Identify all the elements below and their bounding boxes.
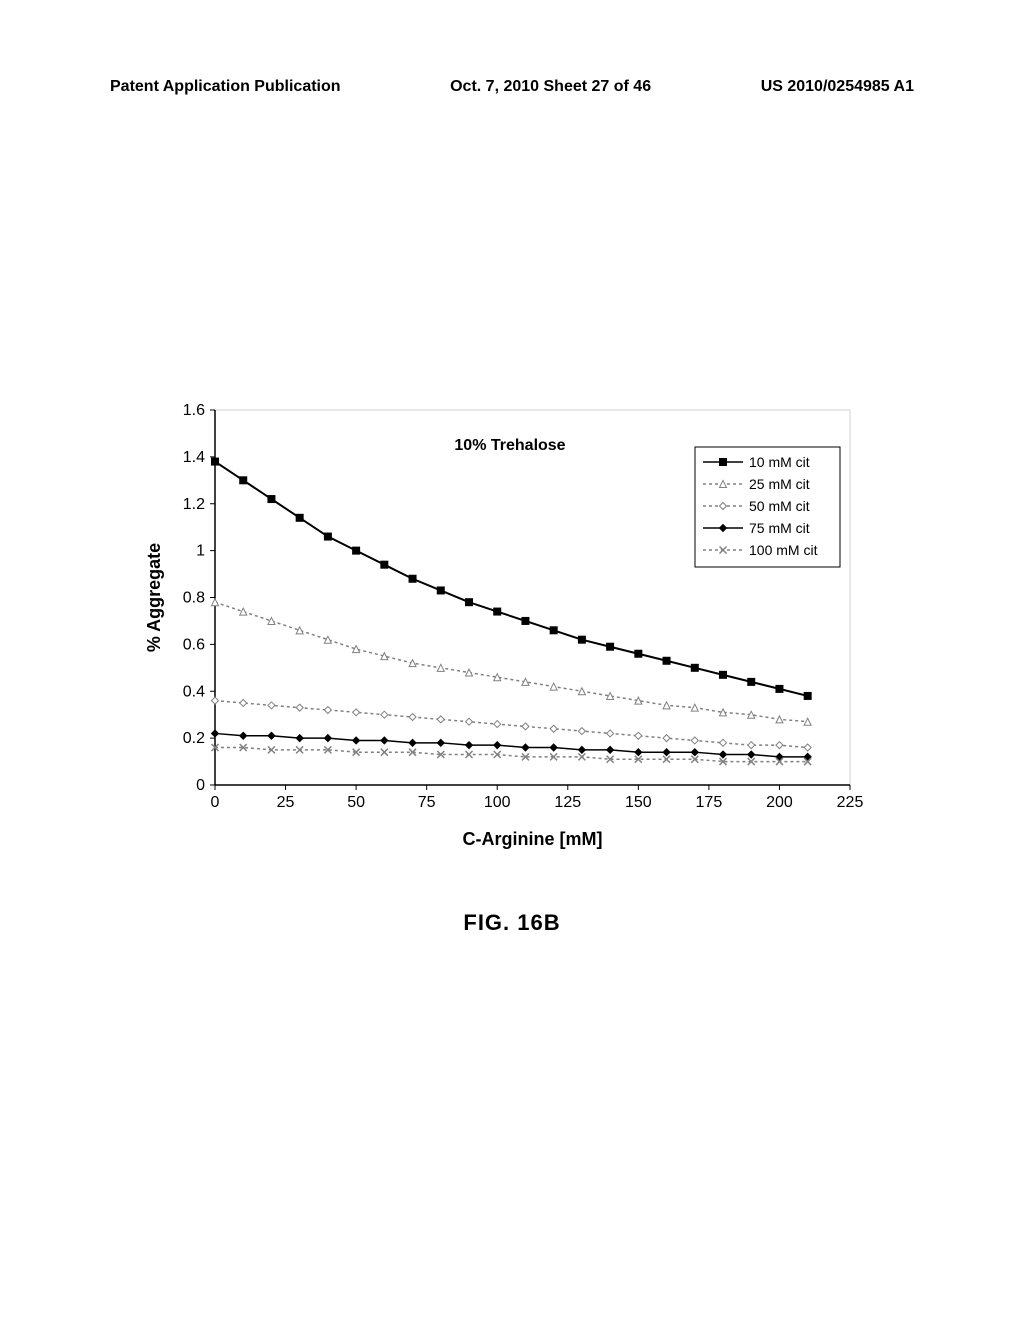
svg-text:125: 125 bbox=[554, 794, 581, 811]
svg-text:1.2: 1.2 bbox=[183, 496, 205, 513]
svg-text:0.2: 0.2 bbox=[183, 730, 205, 747]
svg-text:1.6: 1.6 bbox=[183, 402, 205, 419]
svg-text:1.4: 1.4 bbox=[183, 449, 205, 466]
page-header: Patent Application Publication Oct. 7, 2… bbox=[0, 78, 1024, 96]
svg-text:25: 25 bbox=[277, 794, 295, 811]
svg-text:1: 1 bbox=[196, 543, 205, 560]
svg-text:50 mM cit: 50 mM cit bbox=[749, 498, 810, 514]
svg-text:100: 100 bbox=[484, 794, 511, 811]
header-right: US 2010/0254985 A1 bbox=[761, 78, 914, 96]
svg-text:0.6: 0.6 bbox=[183, 636, 205, 653]
svg-text:225: 225 bbox=[837, 794, 864, 811]
svg-text:10% Trehalose: 10% Trehalose bbox=[454, 437, 565, 454]
svg-text:75: 75 bbox=[418, 794, 436, 811]
svg-text:% Aggregate: % Aggregate bbox=[144, 543, 164, 652]
aggregate-chart: 0 0.2 0.4 0.6 0.8 1 1.2 1.4 1.6 0 25 50 75 100 125 150 1… bbox=[140, 395, 870, 855]
svg-text:0: 0 bbox=[211, 794, 220, 811]
svg-text:0.8: 0.8 bbox=[183, 590, 205, 607]
svg-text:75 mM cit: 75 mM cit bbox=[749, 520, 810, 536]
svg-text:0.4: 0.4 bbox=[183, 683, 205, 700]
svg-text:175: 175 bbox=[696, 794, 723, 811]
svg-text:C-Arginine [mM]: C-Arginine [mM] bbox=[463, 829, 603, 849]
header-left: Patent Application Publication bbox=[110, 78, 341, 96]
header-center: Oct. 7, 2010 Sheet 27 of 46 bbox=[450, 78, 651, 96]
svg-text:0: 0 bbox=[196, 777, 205, 794]
svg-text:50: 50 bbox=[347, 794, 365, 811]
svg-text:150: 150 bbox=[625, 794, 652, 811]
svg-text:200: 200 bbox=[766, 794, 793, 811]
svg-text:10 mM cit: 10 mM cit bbox=[749, 454, 810, 470]
svg-text:25 mM cit: 25 mM cit bbox=[749, 476, 810, 492]
chart-container: 0 0.2 0.4 0.6 0.8 1 1.2 1.4 1.6 0 25 50 75 100 125 150 1… bbox=[140, 395, 870, 855]
svg-text:100 mM cit: 100 mM cit bbox=[749, 542, 818, 558]
figure-label: FIG. 16B bbox=[463, 910, 560, 936]
